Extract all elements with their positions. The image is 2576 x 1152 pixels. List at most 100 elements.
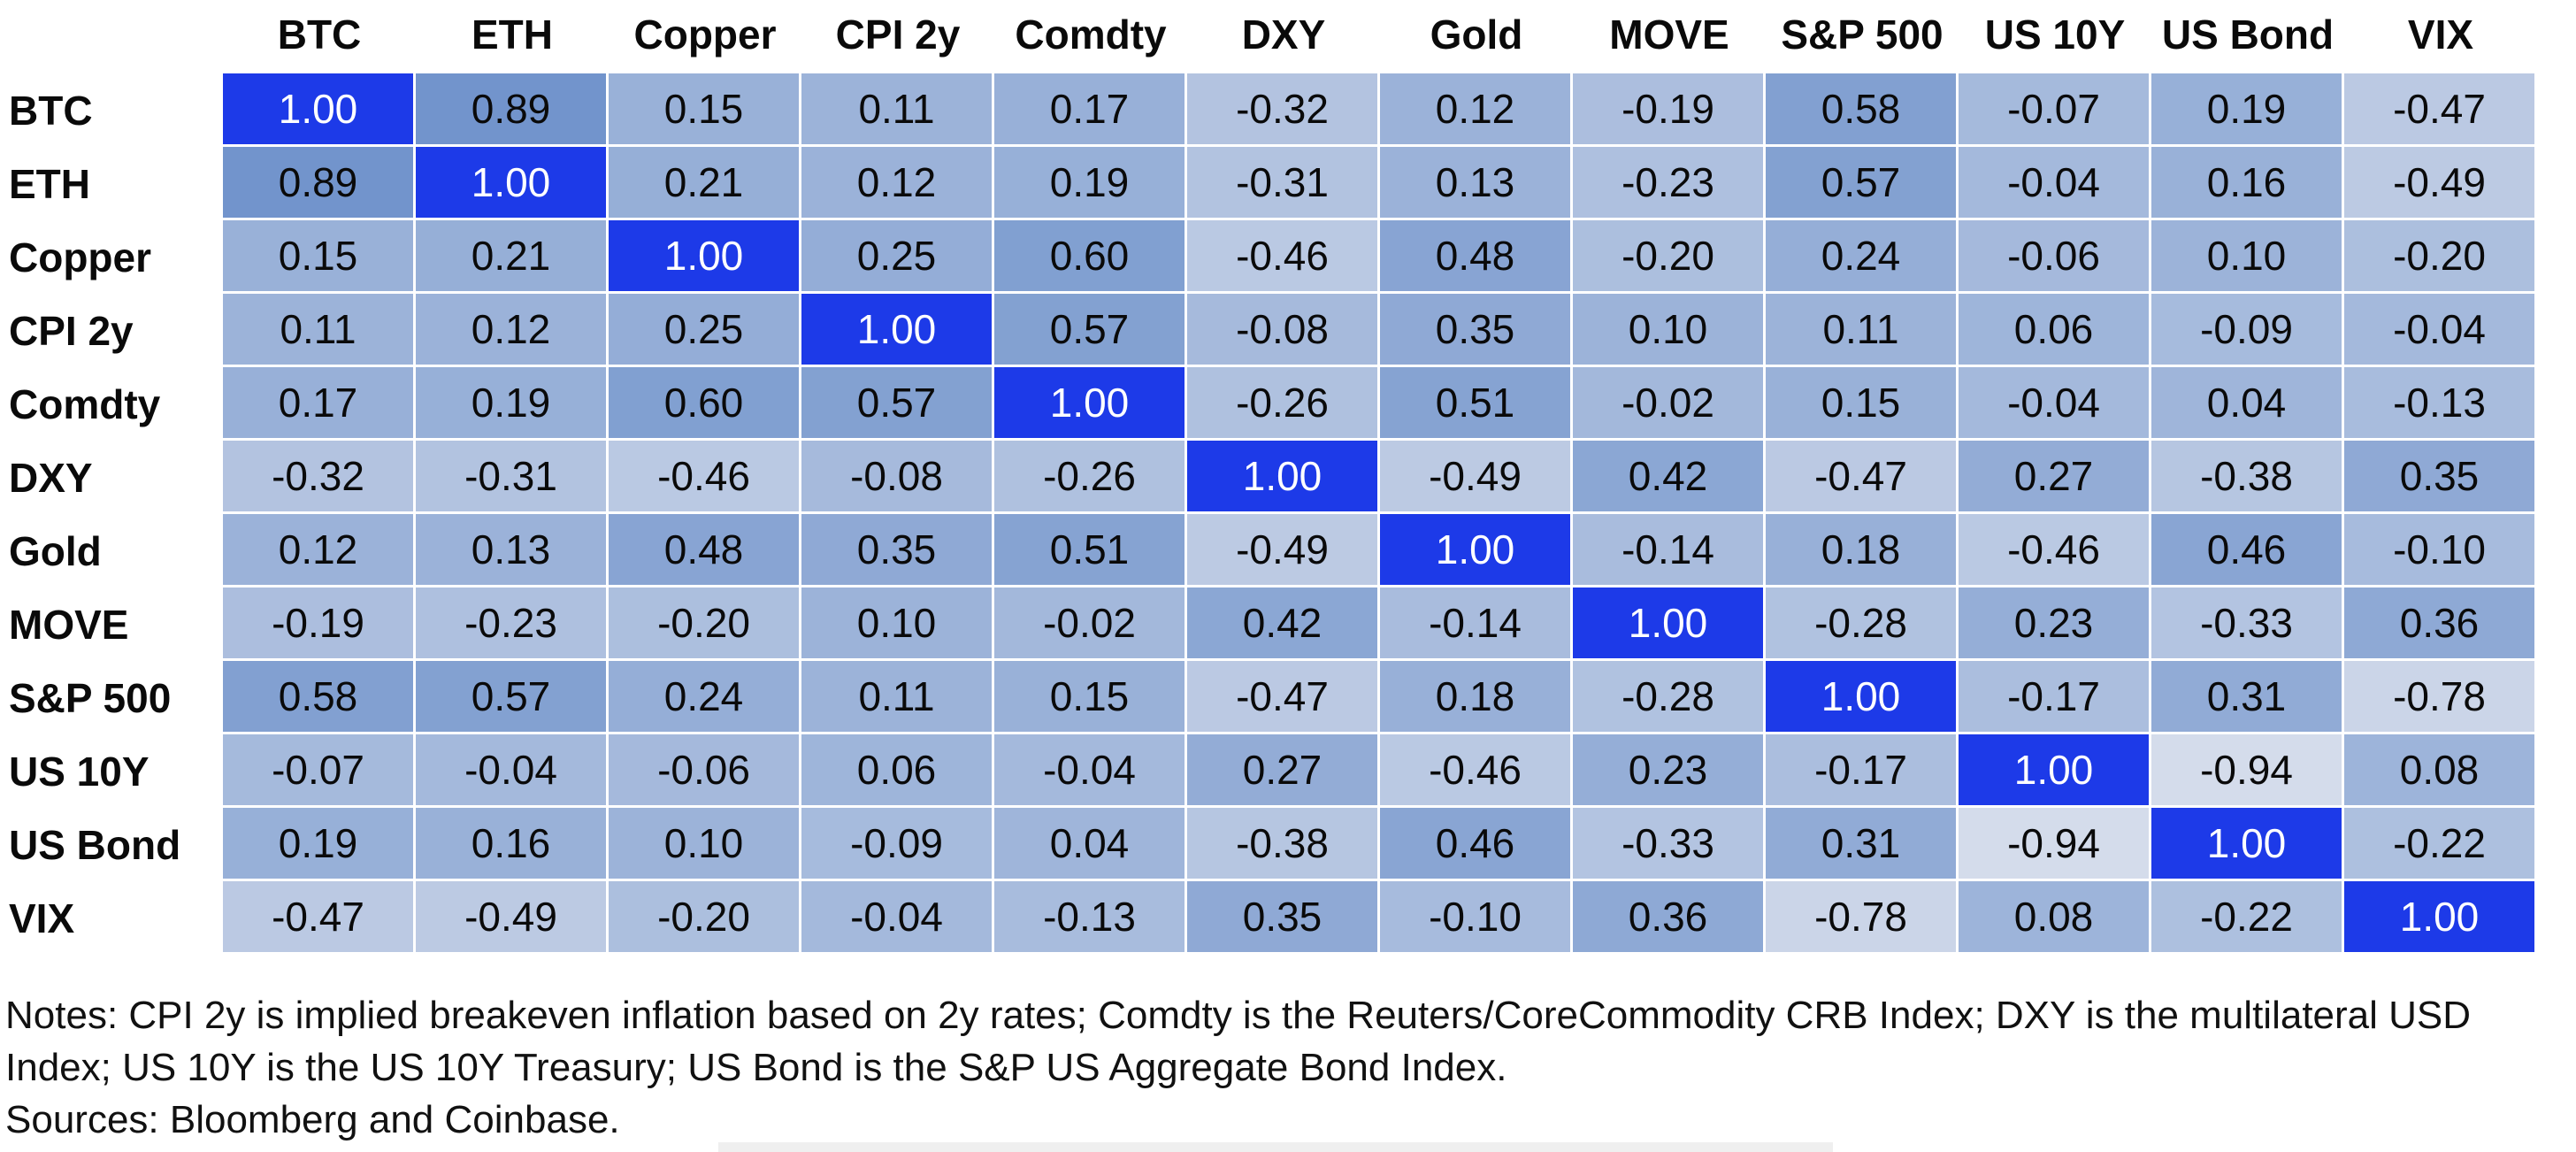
matrix-cell: 0.58 [223,661,416,734]
sources-text: Sources: Bloomberg and Coinbase. [5,1098,620,1141]
matrix-cell: 1.00 [2151,808,2344,881]
matrix-cell: -0.49 [416,881,609,955]
matrix-cell: -0.20 [609,588,801,661]
matrix-corner-spacer [0,0,223,69]
matrix-cell: -0.20 [609,881,801,955]
matrix-cell: 0.25 [609,294,801,367]
matrix-cell: 0.23 [1573,734,1766,808]
matrix-cell: 0.57 [416,661,609,734]
matrix-cell: 0.11 [223,294,416,367]
matrix-cell: -0.19 [1573,73,1766,147]
row-label: ETH [0,147,223,220]
row-label: S&P 500 [0,661,223,734]
matrix-cell: 0.58 [1766,73,1959,147]
matrix-cell: 0.15 [609,73,801,147]
matrix-cell: -0.14 [1380,588,1573,661]
matrix-cell: 0.04 [2151,367,2344,441]
matrix-cell: 0.36 [2344,588,2537,661]
matrix-cell: 0.31 [1766,808,1959,881]
matrix-cell: -0.46 [1187,220,1380,294]
matrix-cell: 1.00 [1573,588,1766,661]
matrix-cell: 0.08 [2344,734,2537,808]
matrix-cell: 0.46 [2151,514,2344,588]
notes-text: Notes: CPI 2y is implied breakeven infla… [5,994,2472,1089]
matrix-cell: -0.04 [2344,294,2537,367]
matrix-cell: -0.04 [801,881,994,955]
matrix-cell: 0.19 [2151,73,2344,147]
matrix-cell: -0.09 [801,808,994,881]
matrix-cell: 1.00 [994,367,1187,441]
matrix-cell: 0.10 [2151,220,2344,294]
matrix-cell: 0.48 [1380,220,1573,294]
matrix-cell: 1.00 [609,220,801,294]
matrix-cell: 0.11 [801,73,994,147]
column-header: DXY [1187,0,1380,69]
matrix-cell: 0.19 [994,147,1187,220]
matrix-cell: -0.49 [2344,147,2537,220]
matrix-cell: -0.20 [1573,220,1766,294]
matrix-cell: 0.13 [1380,147,1573,220]
matrix-cell: 1.00 [1766,661,1959,734]
matrix-cell: 0.11 [801,661,994,734]
matrix-cell: -0.49 [1380,441,1573,514]
matrix-cell: 0.16 [416,808,609,881]
matrix-cell: -0.10 [1380,881,1573,955]
matrix-cell: 1.00 [801,294,994,367]
matrix-cell: 0.10 [801,588,994,661]
row-label: Copper [0,220,223,294]
matrix-cell: 0.21 [416,220,609,294]
matrix-cell: 0.11 [1766,294,1959,367]
matrix-cell: 0.35 [801,514,994,588]
matrix-cell: -0.26 [1187,367,1380,441]
matrix-cell: 0.19 [223,808,416,881]
matrix-cell: -0.49 [1187,514,1380,588]
matrix-cell: -0.38 [1187,808,1380,881]
matrix-cell: -0.28 [1766,588,1959,661]
matrix-cell: 1.00 [2344,881,2537,955]
matrix-cell: -0.13 [994,881,1187,955]
column-header: ETH [416,0,609,69]
row-label: VIX [0,881,223,955]
matrix-cell: 0.18 [1380,661,1573,734]
matrix-cell: -0.17 [1959,661,2151,734]
matrix-cell: -0.32 [223,441,416,514]
matrix-cell: 0.35 [1187,881,1380,955]
correlation-matrix-table: BTC ETH Copper CPI 2y Comdty DXY Gold MOVE S&P 5… [0,0,2537,955]
row-label: US 10Y [0,734,223,808]
matrix-cell: -0.46 [609,441,801,514]
matrix-cell: 0.36 [1573,881,1766,955]
matrix-cell: -0.04 [1959,367,2151,441]
matrix-cell: 0.57 [994,294,1187,367]
matrix-cell: -0.26 [994,441,1187,514]
matrix-cell: 0.48 [609,514,801,588]
matrix-cell: 0.12 [223,514,416,588]
matrix-cell: -0.13 [2344,367,2537,441]
matrix-cell: -0.31 [1187,147,1380,220]
matrix-cell: 0.42 [1187,588,1380,661]
column-header: US Bond [2151,0,2344,69]
matrix-cell: 0.15 [1766,367,1959,441]
matrix-cell: 0.57 [1766,147,1959,220]
matrix-cell: -0.47 [2344,73,2537,147]
matrix-cell: 1.00 [223,73,416,147]
matrix-cell: 0.08 [1959,881,2151,955]
matrix-cell: 0.10 [609,808,801,881]
matrix-cell: 0.18 [1766,514,1959,588]
matrix-cell: 0.13 [416,514,609,588]
matrix-cell: 0.06 [801,734,994,808]
column-header: S&P 500 [1766,0,1959,69]
matrix-cell: -0.94 [1959,808,2151,881]
column-header: Gold [1380,0,1573,69]
matrix-cell: -0.04 [1959,147,2151,220]
matrix-cell: -0.09 [2151,294,2344,367]
row-label: Comdty [0,367,223,441]
row-label: MOVE [0,588,223,661]
matrix-cell: 0.42 [1573,441,1766,514]
matrix-cell: -0.02 [994,588,1187,661]
matrix-cell: -0.20 [2344,220,2537,294]
matrix-cell: 0.17 [223,367,416,441]
matrix-cell: -0.04 [994,734,1187,808]
matrix-cell: -0.23 [416,588,609,661]
matrix-cell: 0.31 [2151,661,2344,734]
matrix-cell: -0.06 [609,734,801,808]
